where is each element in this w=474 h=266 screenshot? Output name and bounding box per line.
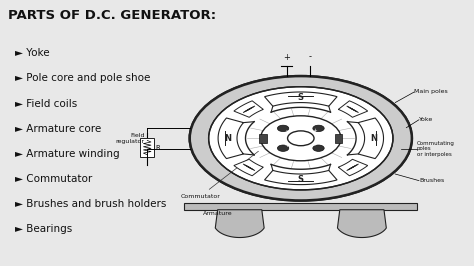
- Circle shape: [277, 125, 289, 132]
- FancyBboxPatch shape: [259, 134, 267, 143]
- Text: +: +: [285, 143, 290, 148]
- Polygon shape: [234, 101, 263, 117]
- Text: S: S: [298, 93, 304, 102]
- Text: Brushes: Brushes: [419, 178, 444, 183]
- Circle shape: [288, 131, 314, 146]
- FancyBboxPatch shape: [184, 203, 418, 210]
- FancyBboxPatch shape: [140, 138, 155, 157]
- Text: -: -: [286, 128, 288, 133]
- Polygon shape: [234, 159, 263, 176]
- Text: Field
regulator: Field regulator: [116, 133, 145, 144]
- Text: +: +: [312, 128, 317, 133]
- Circle shape: [313, 145, 324, 151]
- Text: PARTS OF D.C. GENERATOR:: PARTS OF D.C. GENERATOR:: [8, 9, 216, 22]
- Text: N: N: [224, 134, 231, 143]
- Text: -: -: [309, 53, 312, 61]
- Polygon shape: [215, 210, 264, 238]
- Text: ► Commutator: ► Commutator: [15, 174, 92, 184]
- Text: R: R: [156, 144, 161, 151]
- Circle shape: [313, 125, 324, 132]
- Text: Main poles: Main poles: [414, 89, 448, 94]
- Polygon shape: [190, 76, 412, 201]
- Text: +: +: [283, 53, 290, 61]
- Text: ► Field coils: ► Field coils: [15, 99, 77, 109]
- Polygon shape: [218, 118, 244, 159]
- Text: ► Brushes and brush holders: ► Brushes and brush holders: [15, 199, 166, 209]
- Text: N: N: [371, 134, 378, 143]
- Text: S: S: [298, 175, 304, 184]
- Text: Armature: Armature: [203, 211, 233, 216]
- Polygon shape: [337, 210, 386, 238]
- Text: ► Yoke: ► Yoke: [15, 48, 49, 58]
- Text: Commutator: Commutator: [180, 151, 258, 199]
- Text: Commutating
poles
or interpoles: Commutating poles or interpoles: [417, 140, 455, 157]
- Circle shape: [209, 87, 393, 190]
- Circle shape: [277, 145, 289, 151]
- Text: ► Bearings: ► Bearings: [15, 224, 72, 234]
- Text: -: -: [313, 143, 316, 148]
- Polygon shape: [264, 171, 337, 185]
- Polygon shape: [358, 118, 383, 159]
- Text: ► Pole core and pole shoe: ► Pole core and pole shoe: [15, 73, 150, 84]
- Polygon shape: [264, 92, 337, 106]
- Polygon shape: [338, 159, 368, 176]
- Text: ► Armature winding: ► Armature winding: [15, 149, 119, 159]
- Circle shape: [190, 76, 412, 201]
- FancyBboxPatch shape: [335, 134, 342, 143]
- Text: Yoke: Yoke: [419, 117, 433, 122]
- Circle shape: [261, 116, 341, 161]
- Polygon shape: [338, 101, 368, 117]
- Text: ► Armature core: ► Armature core: [15, 124, 101, 134]
